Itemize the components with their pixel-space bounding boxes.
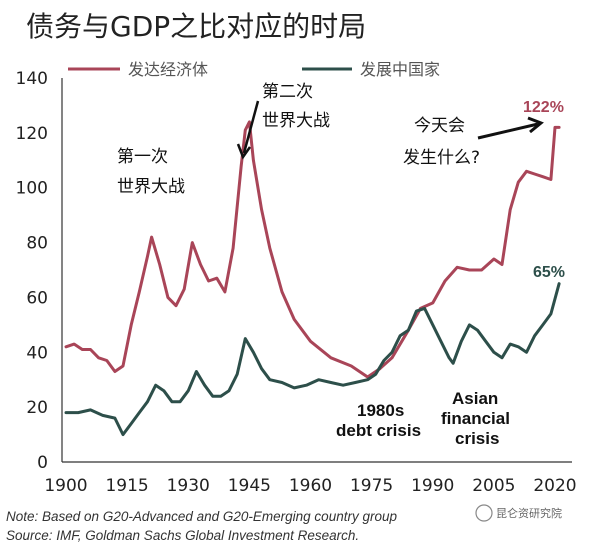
y-tick-label: 40 bbox=[26, 343, 48, 363]
end-label-emerging: 65% bbox=[533, 264, 565, 281]
x-tick-label: 1990 bbox=[411, 476, 454, 496]
annotation-asian-crisis-line2: financial bbox=[441, 409, 510, 428]
annotation-debt-crisis-line1: 1980s bbox=[357, 401, 404, 420]
y-tick-label: 120 bbox=[16, 124, 48, 144]
footnote-source: Source: IMF, Goldman Sachs Global Invest… bbox=[6, 528, 359, 543]
annotation-today-line1: 今天会 bbox=[414, 116, 465, 136]
y-tick-label: 140 bbox=[16, 69, 48, 89]
x-tick-label: 1900 bbox=[44, 476, 87, 496]
annotations: 第一次 世界大战 第二次 世界大战 今天会 发生什么? 1980s debt c… bbox=[117, 82, 544, 448]
annotation-asian-crisis-line1: Asian bbox=[452, 389, 498, 408]
annotation-ww2-line1: 第二次 bbox=[262, 82, 313, 102]
x-tick-label: 1945 bbox=[228, 476, 271, 496]
annotation-ww2-arrowhead bbox=[236, 143, 252, 160]
legend-label-advanced: 发达经济体 bbox=[128, 60, 208, 79]
annotation-ww1-line1: 第一次 bbox=[117, 147, 168, 167]
annotation-ww1-line2: 世界大战 bbox=[117, 177, 185, 197]
y-tick-label: 60 bbox=[26, 288, 48, 308]
x-tick-label: 2020 bbox=[533, 476, 576, 496]
y-tick-label: 100 bbox=[16, 179, 48, 199]
watermark-logo-icon bbox=[475, 504, 493, 522]
annotation-ww2-line2: 世界大战 bbox=[262, 111, 330, 131]
annotation-asian-crisis-line3: crisis bbox=[455, 429, 499, 448]
x-ticks: 1900 1915 1930 1945 1960 1975 1990 2005 2020 bbox=[44, 476, 576, 496]
x-tick-label: 1930 bbox=[167, 476, 210, 496]
series-line-advanced bbox=[64, 120, 561, 379]
legend-label-emerging: 发展中国家 bbox=[360, 60, 440, 79]
annotation-today-arrow bbox=[477, 122, 539, 140]
series-layer bbox=[64, 120, 561, 437]
watermark-text: 昆仑资研究院 bbox=[496, 506, 562, 520]
annotation-today-arrowhead bbox=[527, 116, 544, 134]
annotation-today-line2: 发生什么? bbox=[403, 148, 480, 168]
x-tick-label: 1975 bbox=[350, 476, 393, 496]
annotation-debt-crisis-line2: debt crisis bbox=[336, 421, 421, 440]
y-tick-label: 80 bbox=[26, 234, 48, 254]
series-line-emerging bbox=[64, 282, 561, 437]
y-tick-label: 0 bbox=[37, 453, 48, 473]
x-tick-label: 1960 bbox=[289, 476, 332, 496]
y-ticks: 0 20 40 60 80 100 120 140 bbox=[16, 69, 48, 473]
x-tick-label: 1915 bbox=[105, 476, 148, 496]
footnote-note: Note: Based on G20-Advanced and G20-Emer… bbox=[6, 509, 397, 524]
end-label-advanced: 122% bbox=[523, 99, 564, 116]
annotation-ww2-arrow bbox=[242, 100, 260, 154]
chart-title: 债务与GDP之比对应的时局 bbox=[26, 10, 366, 43]
x-tick-label: 2005 bbox=[472, 476, 515, 496]
watermark: 昆仑资研究院 bbox=[475, 504, 562, 522]
y-tick-label: 20 bbox=[26, 398, 48, 418]
legend: 发达经济体 发展中国家 bbox=[68, 60, 440, 79]
